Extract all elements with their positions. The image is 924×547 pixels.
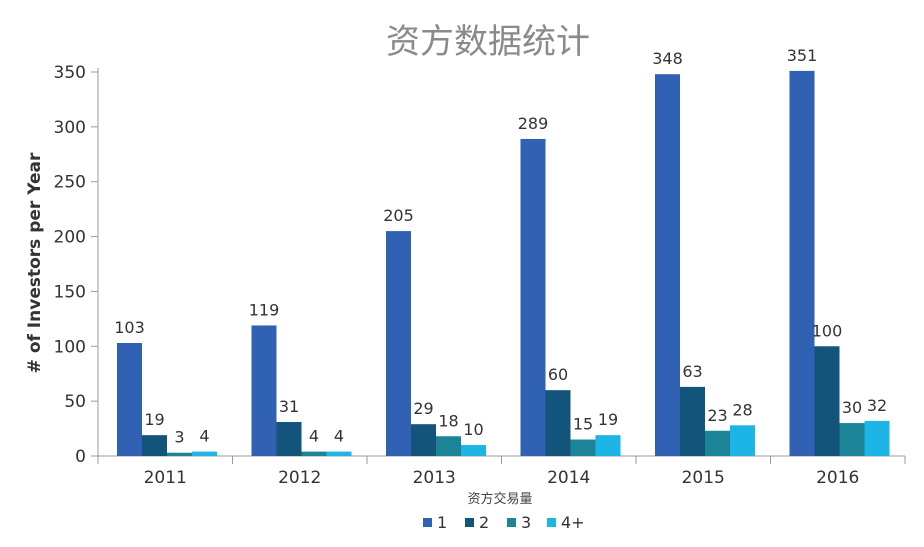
bar-series-3-2016 bbox=[839, 423, 865, 456]
data-label: 31 bbox=[279, 397, 299, 416]
data-label: 348 bbox=[652, 49, 683, 68]
data-label: 19 bbox=[144, 410, 164, 429]
bar-series-2-2011 bbox=[142, 435, 167, 456]
data-label: 32 bbox=[867, 396, 887, 415]
bar-series-2-2014 bbox=[545, 390, 571, 456]
data-label: 4 bbox=[309, 427, 319, 446]
data-label: 60 bbox=[548, 365, 568, 384]
x-tick-label: 2011 bbox=[144, 468, 187, 488]
bar-series-2-2016 bbox=[814, 346, 840, 456]
data-label: 289 bbox=[518, 114, 549, 133]
data-label: 18 bbox=[438, 411, 458, 430]
y-tick-label: 250 bbox=[54, 173, 86, 193]
bar-series-3-2011 bbox=[167, 452, 192, 456]
data-label: 15 bbox=[573, 415, 593, 434]
y-tick-label: 300 bbox=[54, 118, 86, 138]
legend-swatch bbox=[507, 518, 516, 527]
data-label: 28 bbox=[732, 400, 752, 419]
legend: 1 2 3 4+ bbox=[423, 513, 585, 532]
bar-series-1-2014 bbox=[520, 138, 546, 456]
legend-label: 4+ bbox=[561, 513, 585, 532]
data-label: 29 bbox=[413, 399, 433, 418]
data-label: 10 bbox=[463, 420, 483, 439]
legend-label: 2 bbox=[479, 513, 489, 532]
y-tick-label: 150 bbox=[54, 282, 86, 302]
data-label: 19 bbox=[598, 410, 618, 429]
legend-swatch bbox=[465, 518, 474, 527]
bar-series-4plus-2015 bbox=[730, 425, 755, 456]
x-tick-label: 2012 bbox=[278, 468, 321, 488]
bar-series-1-2012 bbox=[251, 325, 277, 456]
bar-series-1-2013 bbox=[386, 231, 411, 456]
bar-series-4plus-2012 bbox=[326, 451, 352, 456]
y-axis-label: # of Investors per Year bbox=[25, 152, 45, 373]
y-tick-label: 0 bbox=[75, 447, 86, 467]
y-tick-label: 100 bbox=[54, 337, 86, 357]
bar-series-4plus-2013 bbox=[461, 445, 486, 456]
bar-series-4plus-2014 bbox=[595, 435, 621, 456]
bar-series-1-2015 bbox=[655, 74, 680, 457]
x-tick-label: 2015 bbox=[682, 468, 725, 488]
bar-series-2-2013 bbox=[411, 424, 436, 456]
data-label: 119 bbox=[249, 300, 280, 319]
bar-series-3-2015 bbox=[705, 430, 730, 456]
bar-series-2-2012 bbox=[276, 421, 302, 456]
data-label: 205 bbox=[383, 206, 414, 225]
bar-series-3-2012 bbox=[301, 451, 327, 456]
bar-series-4plus-2016 bbox=[864, 420, 890, 456]
legend-swatch bbox=[547, 518, 556, 527]
bar-series-1-2016 bbox=[789, 70, 815, 456]
x-axis-label: 资方交易量 bbox=[467, 491, 532, 507]
x-tick-label: 2016 bbox=[816, 468, 859, 488]
chart-title: 资方数据统计 bbox=[386, 22, 590, 62]
bar-series-3-2013 bbox=[436, 436, 461, 456]
data-label: 351 bbox=[787, 46, 818, 65]
data-label: 100 bbox=[812, 321, 843, 340]
legend-label: 3 bbox=[521, 513, 531, 532]
bar-series-4plus-2011 bbox=[192, 451, 217, 456]
legend-label: 1 bbox=[437, 513, 447, 532]
data-label: 23 bbox=[707, 406, 727, 425]
data-label: 3 bbox=[174, 428, 184, 447]
data-label: 63 bbox=[682, 362, 702, 381]
data-label: 4 bbox=[199, 427, 209, 446]
bar-series-2-2015 bbox=[680, 386, 705, 456]
x-tick-label: 2013 bbox=[413, 468, 456, 488]
x-tick-label: 2014 bbox=[547, 468, 590, 488]
data-label: 103 bbox=[114, 318, 145, 337]
y-tick-label: 350 bbox=[54, 63, 86, 83]
bar-series-3-2014 bbox=[570, 439, 596, 456]
bar-series-1-2011 bbox=[117, 342, 142, 456]
data-label: 4 bbox=[334, 427, 344, 446]
data-label: 30 bbox=[842, 398, 862, 417]
y-tick-label: 50 bbox=[64, 392, 86, 412]
legend-swatch bbox=[423, 518, 432, 527]
y-tick-label: 200 bbox=[54, 228, 86, 248]
